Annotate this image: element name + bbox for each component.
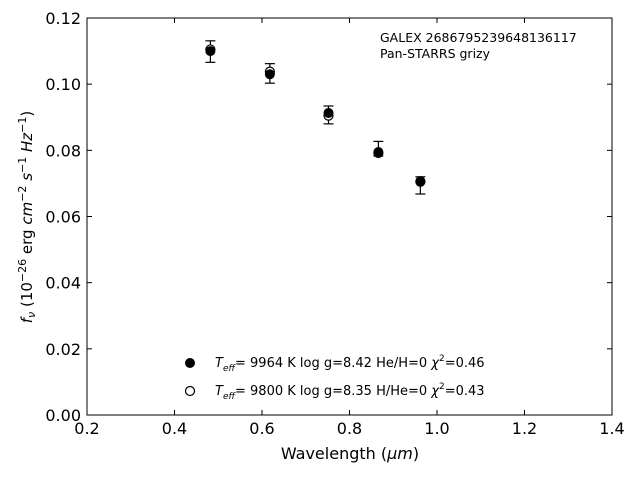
x-tick-label: 1.0 [424, 419, 449, 438]
legend-entry-1: Teff= 9964 K log g=8.42 He/H=0 χ2=0.46 [215, 354, 485, 374]
model-point-filled [323, 107, 334, 118]
y-axis-label: fν (10−26 erg cm−2 s−1 Hz−1) [16, 111, 38, 323]
model-point-filled [264, 69, 275, 80]
x-tick-label: 0.8 [337, 419, 362, 438]
annotation-line-1: GALEX 2686795239648136117 [380, 30, 577, 45]
x-axis-label: Wavelength (μm) [281, 444, 419, 463]
legend-entry-2: Teff= 9800 K log g=8.35 H/He=0 χ2=0.43 [215, 382, 485, 402]
x-tick-label: 1.4 [599, 419, 624, 438]
y-axis-ticks: 0.00 0.02 0.04 0.06 0.08 0.10 0.12 [45, 9, 612, 425]
annotation: GALEX 2686795239648136117 Pan-STARRS gri… [380, 30, 577, 61]
x-tick-label: 0.6 [249, 419, 274, 438]
legend-marker-open [184, 385, 196, 397]
legend-marker-filled [185, 358, 195, 368]
y-tick-label: 0.00 [45, 406, 81, 425]
y-tick-label: 0.06 [45, 208, 81, 227]
error-bars [205, 40, 426, 195]
x-tick-label: 0.4 [162, 419, 187, 438]
legend: Teff= 9964 K log g=8.42 He/H=0 χ2=0.46 T… [184, 354, 485, 402]
data-markers [205, 44, 426, 187]
y-tick-label: 0.04 [45, 274, 81, 293]
y-tick-label: 0.08 [45, 141, 81, 160]
y-tick-label: 0.02 [45, 340, 81, 359]
model-point-filled [373, 146, 384, 157]
x-tick-label: 1.2 [512, 419, 537, 438]
y-tick-label: 0.12 [45, 9, 81, 28]
y-tick-label: 0.10 [45, 75, 81, 94]
annotation-line-2: Pan-STARRS grizy [380, 46, 491, 61]
x-tick-label: 0.2 [74, 419, 99, 438]
model-point-filled [415, 176, 426, 187]
model-point-filled [205, 46, 216, 57]
x-axis-ticks: 0.2 0.4 0.6 0.8 1.0 1.2 1.4 [74, 18, 625, 438]
